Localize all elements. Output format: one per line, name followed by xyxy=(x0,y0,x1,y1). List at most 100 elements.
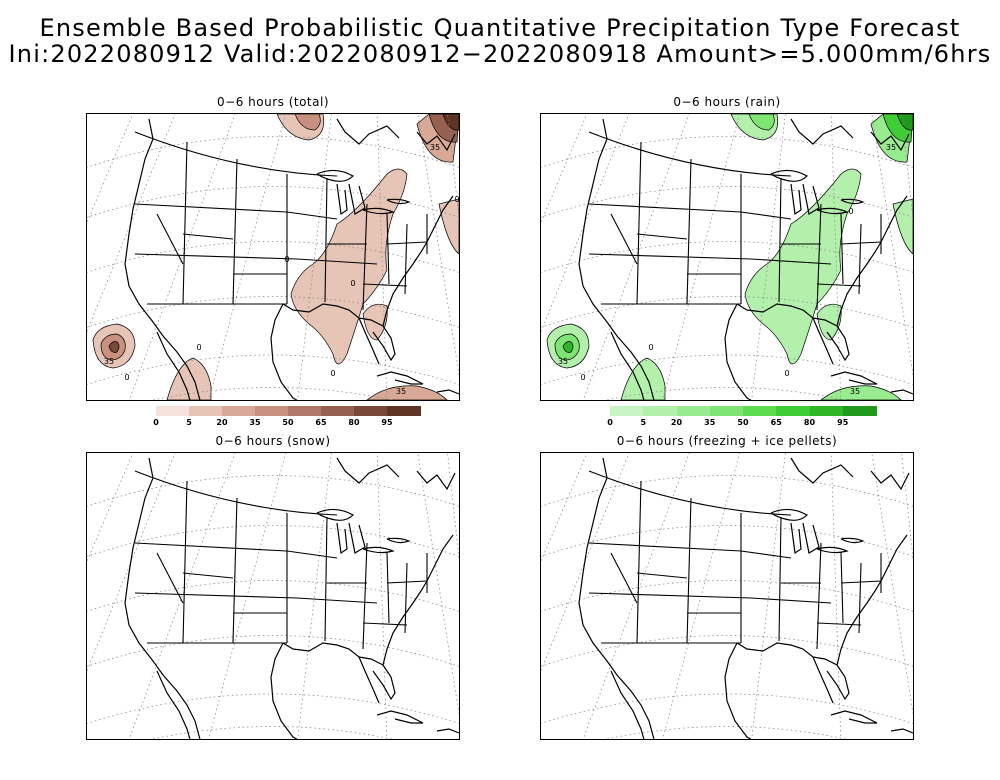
map-panel-freezing xyxy=(540,452,914,740)
coastline xyxy=(270,642,298,739)
colorbar-tick-label: 95 xyxy=(381,418,393,427)
graticule-line xyxy=(87,114,134,224)
colorbar-swatch xyxy=(610,406,644,416)
state-boundary xyxy=(296,258,378,265)
coastline xyxy=(578,118,655,400)
coastline xyxy=(890,728,913,734)
contour-label: 0 xyxy=(784,369,789,378)
coastline xyxy=(836,534,908,666)
colorbar-tick-label: 35 xyxy=(249,418,261,427)
probability-contour xyxy=(166,357,212,400)
coastline xyxy=(870,470,910,491)
probability-contour xyxy=(744,168,862,365)
coastline xyxy=(770,169,808,182)
state-boundary xyxy=(686,497,692,644)
state-boundary xyxy=(636,141,642,305)
panel-title-snow: 0−6 hours (snow) xyxy=(215,434,331,448)
coastline xyxy=(736,642,834,704)
state-boundary xyxy=(296,597,378,604)
probability-contour xyxy=(290,168,408,365)
state-boundary xyxy=(134,542,288,552)
state-boundary xyxy=(588,592,752,599)
probability-contour xyxy=(108,341,120,353)
coastline xyxy=(358,656,396,701)
probability-contour xyxy=(442,114,459,131)
coastline xyxy=(270,303,298,400)
coastline xyxy=(282,642,380,704)
contour-label: 0 xyxy=(580,373,585,382)
contour-label: 0 xyxy=(284,255,289,264)
state-boundary xyxy=(182,480,188,644)
coastline xyxy=(836,195,908,327)
coastline xyxy=(578,457,655,739)
coastline xyxy=(724,303,752,400)
state-boundary xyxy=(362,283,408,287)
coastline xyxy=(890,389,913,395)
state-boundary xyxy=(686,158,692,305)
state-boundary xyxy=(182,572,234,579)
state-boundary xyxy=(816,622,862,626)
coastline xyxy=(348,183,366,215)
coastline xyxy=(840,198,865,205)
colorbar-tick-label: 80 xyxy=(803,418,816,427)
coastline xyxy=(436,728,459,734)
graticule-line xyxy=(541,453,588,563)
colorbar-labels-total: 0 5 20 35 50 65 80 95 xyxy=(153,418,420,430)
contour-label: 35 xyxy=(430,143,440,152)
graticule-line xyxy=(87,296,459,328)
state-boundary xyxy=(740,550,792,559)
state-boundary xyxy=(386,241,428,245)
contour-label: 35 xyxy=(558,357,568,366)
probability-contour xyxy=(294,114,321,131)
state-boundary xyxy=(858,562,862,634)
state-boundary xyxy=(362,542,368,650)
state-boundary xyxy=(386,213,390,285)
colorbar-tick-label: 0 xyxy=(607,418,613,427)
state-boundary xyxy=(324,177,328,303)
colorbar-swatch xyxy=(222,406,256,416)
coastline xyxy=(282,303,380,365)
graticule-line xyxy=(87,580,459,612)
coastline xyxy=(124,118,201,400)
graticule-line xyxy=(376,453,388,739)
graticule-line xyxy=(417,114,459,377)
graticule-line xyxy=(541,114,588,224)
graticule-line xyxy=(417,453,459,716)
state-boundary xyxy=(816,542,822,650)
coastline xyxy=(610,670,645,739)
state-boundary xyxy=(840,580,882,584)
graticule-line xyxy=(87,635,459,667)
graticule-line xyxy=(541,296,913,328)
map-canvas: 35 35 0 0 0 0 0 0 35 xyxy=(87,114,459,400)
colorbar-tick-label: 80 xyxy=(348,418,360,427)
colorbar-swatch xyxy=(842,406,877,416)
coastline xyxy=(790,457,854,484)
coastline xyxy=(802,183,820,215)
colorbar-rain xyxy=(610,406,877,416)
colorbar-tick-label: 5 xyxy=(186,418,192,427)
coastline xyxy=(386,198,411,205)
colorbar-swatch xyxy=(643,406,677,416)
coastline xyxy=(816,546,849,554)
graticule-line xyxy=(87,186,459,218)
colorbar-tick-label: 35 xyxy=(704,418,716,427)
graticule-line xyxy=(87,453,176,672)
graticule-line xyxy=(447,114,459,223)
state-boundary xyxy=(156,213,184,265)
coastline xyxy=(386,537,411,544)
colorbar-tick-label: 50 xyxy=(282,418,294,427)
state-boundary xyxy=(588,253,752,260)
probability-contour xyxy=(896,114,913,131)
graticule-line xyxy=(541,475,913,507)
panel-title-total: 0−6 hours (total) xyxy=(217,95,329,109)
coastline xyxy=(790,522,802,555)
coastline xyxy=(336,118,400,145)
graticule-line xyxy=(297,114,332,400)
state-boundary xyxy=(134,592,298,599)
graticule-line xyxy=(87,525,459,557)
colorbar-swatch xyxy=(156,406,190,416)
probability-contour xyxy=(562,341,574,353)
graticule-line xyxy=(541,525,913,557)
state-boundary xyxy=(134,253,298,260)
graticule-line xyxy=(128,114,236,400)
